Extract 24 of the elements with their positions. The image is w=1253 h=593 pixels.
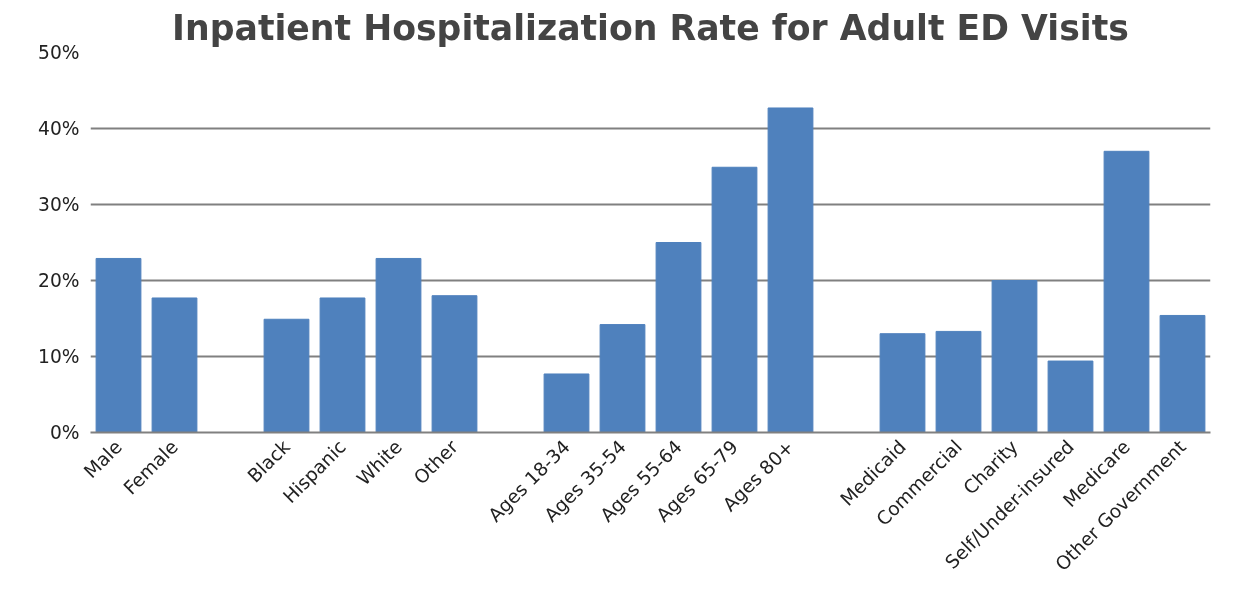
bar [599, 324, 646, 433]
bar [151, 297, 198, 433]
bar [1047, 360, 1094, 433]
bar [767, 107, 814, 433]
bar [1103, 150, 1150, 433]
bar [263, 318, 310, 433]
y-tick-label: 40% [38, 118, 80, 139]
bar [655, 242, 702, 433]
bar [711, 166, 758, 433]
y-tick-label: 10% [38, 346, 80, 367]
y-tick-label: 30% [38, 194, 80, 215]
bar [879, 333, 926, 433]
bar [991, 280, 1038, 433]
chart-title: Inpatient Hospitalization Rate for Adult ED Visits [172, 7, 1129, 48]
bar [1159, 314, 1206, 433]
y-tick-label: 50% [38, 42, 80, 63]
y-tick-label: 0% [49, 422, 80, 443]
y-tick-label: 20% [38, 270, 80, 291]
bar [935, 330, 982, 433]
bar [319, 297, 366, 433]
bar [95, 257, 142, 433]
bar [375, 257, 422, 433]
bar [431, 295, 478, 433]
bar [543, 373, 590, 433]
